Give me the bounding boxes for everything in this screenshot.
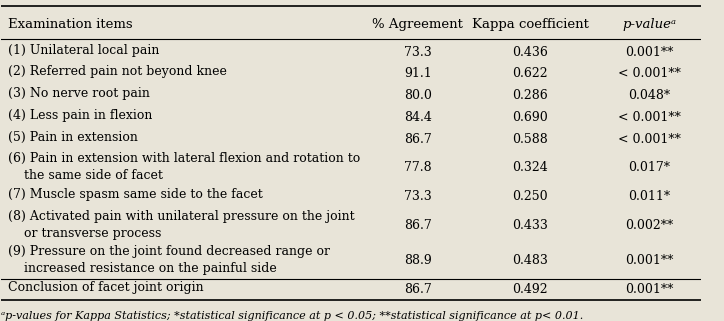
Text: Kappa coefficient: Kappa coefficient	[471, 18, 589, 31]
Text: 0.017*: 0.017*	[628, 161, 670, 174]
Text: 91.1: 91.1	[404, 67, 432, 80]
Text: 86.7: 86.7	[404, 133, 432, 146]
Text: 80.0: 80.0	[404, 89, 432, 102]
Text: ᵃp-values for Kappa Statistics; *statistical significance at p < 0.05; **statist: ᵃp-values for Kappa Statistics; *statist…	[1, 311, 584, 321]
Text: 0.588: 0.588	[512, 133, 548, 146]
Text: 0.690: 0.690	[512, 111, 548, 124]
Text: (2) Referred pain not beyond knee: (2) Referred pain not beyond knee	[9, 65, 227, 78]
Text: 0.483: 0.483	[512, 254, 548, 267]
Text: 0.433: 0.433	[512, 219, 548, 232]
Text: 73.3: 73.3	[404, 46, 432, 59]
Text: 0.436: 0.436	[512, 46, 548, 59]
Text: (7) Muscle spasm same side to the facet: (7) Muscle spasm same side to the facet	[9, 188, 263, 201]
Text: (8) Activated pain with unilateral pressure on the joint
    or transverse proce: (8) Activated pain with unilateral press…	[9, 210, 355, 240]
Text: 84.4: 84.4	[404, 111, 432, 124]
Text: 86.7: 86.7	[404, 219, 432, 232]
Text: 73.3: 73.3	[404, 190, 432, 203]
Text: 77.8: 77.8	[404, 161, 432, 174]
Text: 0.622: 0.622	[512, 67, 548, 80]
Text: Conclusion of facet joint origin: Conclusion of facet joint origin	[9, 281, 204, 294]
Text: 0.001**: 0.001**	[625, 283, 673, 296]
Text: (3) No nerve root pain: (3) No nerve root pain	[9, 87, 151, 100]
Text: 0.001**: 0.001**	[625, 46, 673, 59]
Text: p-valueᵃ: p-valueᵃ	[622, 18, 676, 31]
Text: < 0.001**: < 0.001**	[618, 111, 681, 124]
Text: (1) Unilateral local pain: (1) Unilateral local pain	[9, 44, 160, 57]
Text: 0.048*: 0.048*	[628, 89, 670, 102]
Text: 0.492: 0.492	[512, 283, 548, 296]
Text: (9) Pressure on the joint found decreased range or
    increased resistance on t: (9) Pressure on the joint found decrease…	[9, 246, 330, 275]
Text: 0.002**: 0.002**	[625, 219, 673, 232]
Text: 0.011*: 0.011*	[628, 190, 670, 203]
Text: Examination items: Examination items	[9, 18, 133, 31]
Text: (5) Pain in extension: (5) Pain in extension	[9, 131, 138, 144]
Text: % Agreement: % Agreement	[372, 18, 463, 31]
Text: 86.7: 86.7	[404, 283, 432, 296]
Text: (4) Less pain in flexion: (4) Less pain in flexion	[9, 109, 153, 122]
Text: 0.286: 0.286	[512, 89, 548, 102]
Text: (6) Pain in extension with lateral flexion and rotation to
    the same side of : (6) Pain in extension with lateral flexi…	[9, 152, 361, 182]
Text: 0.250: 0.250	[512, 190, 548, 203]
Text: 0.001**: 0.001**	[625, 254, 673, 267]
Text: < 0.001**: < 0.001**	[618, 67, 681, 80]
Text: 0.324: 0.324	[512, 161, 548, 174]
Text: 88.9: 88.9	[404, 254, 432, 267]
Text: < 0.001**: < 0.001**	[618, 133, 681, 146]
